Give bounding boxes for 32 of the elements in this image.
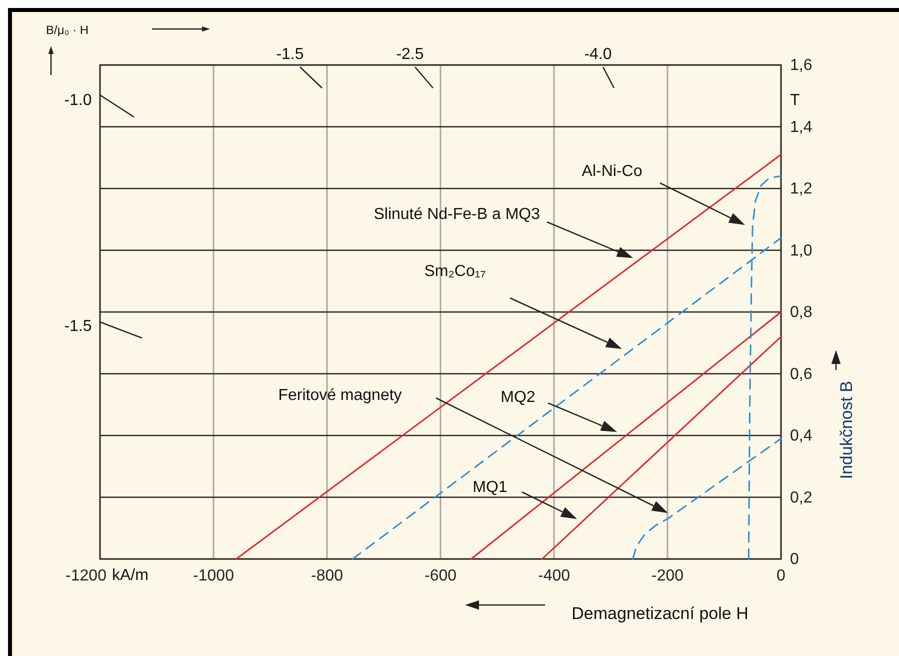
x-tick-label: -600	[424, 567, 457, 584]
x-tick-label: -1000	[193, 567, 234, 584]
x-tick-label: -800	[310, 567, 344, 584]
y-tick-label: 1,6	[790, 57, 812, 74]
y-tick-label: 0,8	[790, 304, 812, 322]
text: T	[790, 92, 800, 109]
text: -2.5	[396, 46, 424, 64]
text: -1.5	[64, 318, 92, 336]
annotation: MQ2	[500, 389, 536, 406]
text: -1.5	[276, 46, 304, 64]
y-tick-label: 0,2	[790, 489, 812, 506]
y-tick-label: 1,0	[790, 242, 812, 260]
x-tick-label: 0	[776, 567, 786, 584]
x-axis-title: Demagnetizacní pole H	[572, 604, 748, 623]
annotation: Feritové magnety	[278, 387, 402, 404]
text: kA/m	[112, 567, 148, 584]
y-tick-label: 1,2	[790, 180, 812, 198]
annotation: Sm₂Co₁₇	[424, 263, 486, 280]
y-axis-title: Indukčnost B	[837, 380, 856, 480]
annotation: Slinuté Nd-Fe-B a MQ3	[374, 206, 540, 224]
y-tick-label: 1,4	[790, 118, 812, 136]
x-tick-label: -400	[538, 567, 570, 584]
annotation: Al-Ni-Co	[582, 163, 642, 180]
text: B/μ₀ · H	[46, 23, 89, 37]
text: -4.0	[584, 46, 612, 64]
text: -1.0	[64, 92, 92, 110]
x-tick-label: -200	[651, 567, 684, 584]
x-tick-label: -1200	[66, 567, 107, 584]
y-tick-label: 0,6	[790, 366, 812, 383]
annotation: MQ1	[472, 479, 508, 496]
y-tick-label: 0,4	[790, 428, 812, 445]
y-tick-label: 0	[790, 551, 799, 568]
